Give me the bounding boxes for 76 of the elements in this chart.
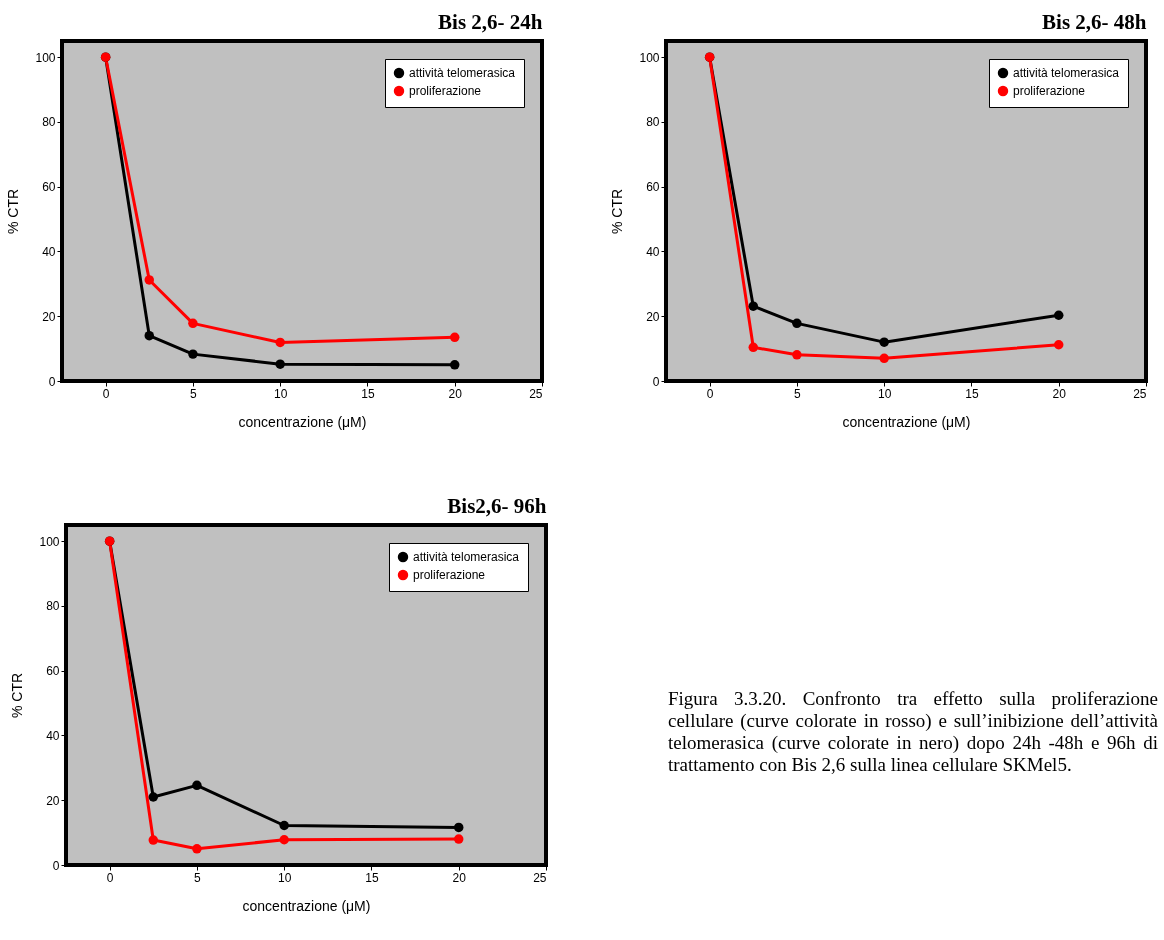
point <box>144 330 155 341</box>
x-tick-label: 10 <box>878 386 892 401</box>
point <box>879 353 889 364</box>
point <box>144 275 155 285</box>
chart-title: Bis 2,6- 24h <box>438 10 543 34</box>
chart-title: Bis 2,6- 48h <box>1042 10 1147 34</box>
x-tick-label: 25 <box>533 870 547 885</box>
x-axis-title: concentrazione (μM) <box>242 897 371 914</box>
point <box>279 820 289 831</box>
point <box>275 359 285 369</box>
y-tick-label: 80 <box>46 599 60 614</box>
x-tick-label: 20 <box>448 386 463 401</box>
y-tick-label: 0 <box>652 374 660 389</box>
x-tick-label: 5 <box>794 386 802 401</box>
legend-label: proliferazione <box>413 568 486 582</box>
y-tick-label: 20 <box>42 309 56 324</box>
point <box>275 337 285 348</box>
y-tick-label: 100 <box>35 50 56 65</box>
legend-label: attività telomerasica <box>413 550 520 564</box>
chart-title: Bis2,6- 96h <box>447 494 547 518</box>
x-tick-label: 0 <box>102 386 110 401</box>
x-tick-label: 25 <box>1133 386 1147 401</box>
y-tick-label: 100 <box>39 534 60 549</box>
y-tick-label: 20 <box>46 793 60 808</box>
text: Figura 3.3.20. Confronto tra effetto sulla proliferazione cellulare (curve colorate in rosso) e sull’inibizione dell’attività telomerasica (curve colorate in nero) dopo 24h -48h e 96h di trattamento con Bis 2,6 sulla linea cellulare SKMel5. <box>668 688 1158 776</box>
y-tick-label: 0 <box>48 374 56 389</box>
point <box>748 301 759 311</box>
x-tick-label: 15 <box>965 386 979 401</box>
point <box>792 350 802 360</box>
point <box>148 792 159 802</box>
point <box>192 780 202 791</box>
legend-label: attività telomerasica <box>1013 66 1120 80</box>
y-tick-label: 40 <box>46 728 60 743</box>
x-tick-label: 0 <box>106 870 114 885</box>
y-tick-label: 100 <box>639 50 660 65</box>
x-tick-label: 20 <box>452 870 467 885</box>
point <box>879 337 889 347</box>
x-tick-label: 10 <box>278 870 292 885</box>
x-tick-label: 5 <box>194 870 202 885</box>
point <box>748 342 759 353</box>
point <box>449 332 460 343</box>
point <box>188 318 198 329</box>
x-tick-label: 15 <box>365 870 379 885</box>
y-tick-label: 40 <box>42 244 56 259</box>
point <box>1053 310 1064 320</box>
y-tick-label: 60 <box>646 180 660 195</box>
point <box>792 318 802 329</box>
point <box>192 844 202 854</box>
y-tick-label: 60 <box>42 180 56 195</box>
y-axis-title: % CTR <box>609 188 626 235</box>
y-tick-label: 0 <box>52 858 60 873</box>
y-tick-label: 80 <box>42 115 56 130</box>
x-tick-label: 10 <box>274 386 288 401</box>
point <box>449 360 460 370</box>
point <box>279 835 289 845</box>
x-tick-label: 25 <box>529 386 543 401</box>
y-axis-title: % CTR <box>5 188 22 235</box>
legend-label: attività telomerasica <box>409 66 516 80</box>
y-tick-label: 80 <box>646 115 660 130</box>
x-tick-label: 20 <box>1052 386 1067 401</box>
legend-label: proliferazione <box>409 84 482 98</box>
x-axis-title: concentrazione (μM) <box>238 413 367 430</box>
y-tick-label: 40 <box>646 244 660 259</box>
point <box>1053 340 1064 350</box>
y-tick-label: 60 <box>46 664 60 679</box>
point <box>188 349 198 359</box>
y-tick-label: 20 <box>646 309 660 324</box>
x-tick-label: 0 <box>706 386 714 401</box>
x-tick-label: 15 <box>361 386 375 401</box>
point <box>453 822 464 833</box>
point <box>453 834 464 844</box>
legend-label: proliferazione <box>1013 84 1086 98</box>
point <box>148 835 159 845</box>
x-tick-label: 5 <box>190 386 198 401</box>
y-axis-title: % CTR <box>9 672 26 719</box>
x-axis-title: concentrazione (μM) <box>842 413 971 430</box>
